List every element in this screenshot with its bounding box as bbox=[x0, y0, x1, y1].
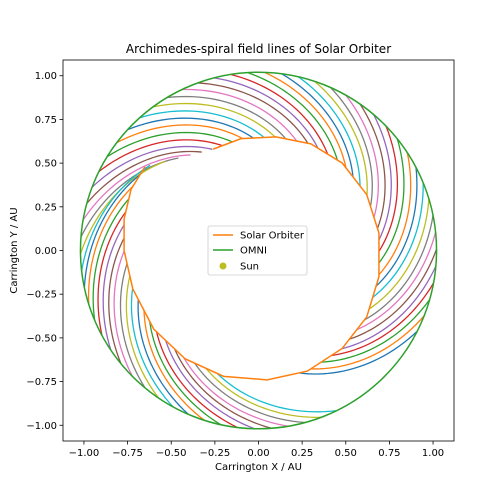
field-line bbox=[264, 71, 347, 168]
legend-label-sun: Sun bbox=[240, 262, 259, 273]
x-tick-label: −1.00 bbox=[69, 448, 100, 459]
field-line bbox=[349, 248, 438, 340]
field-line bbox=[356, 231, 437, 331]
y-tick-label: −1.00 bbox=[26, 421, 57, 432]
field-line bbox=[83, 174, 141, 288]
field-line bbox=[247, 71, 339, 161]
field-line bbox=[230, 73, 329, 155]
field-line bbox=[281, 73, 354, 177]
field-line bbox=[167, 95, 287, 140]
field-line bbox=[216, 372, 337, 413]
field-line bbox=[152, 102, 276, 138]
field-line bbox=[130, 288, 174, 408]
x-axis-label: Carrington X / AU bbox=[215, 462, 302, 473]
x-tick-label: −0.75 bbox=[112, 448, 143, 459]
y-tick-label: 0.00 bbox=[35, 246, 57, 257]
field-line bbox=[372, 182, 424, 298]
field-line bbox=[310, 315, 425, 370]
field-line bbox=[331, 282, 435, 357]
field-line bbox=[183, 357, 289, 427]
field-line bbox=[213, 77, 319, 149]
field-line bbox=[345, 94, 379, 218]
field-line bbox=[116, 124, 243, 144]
field-line bbox=[378, 125, 399, 252]
field-line bbox=[314, 80, 368, 196]
field-line bbox=[378, 152, 412, 276]
field-line bbox=[173, 348, 272, 429]
legend-handle-sun bbox=[219, 262, 227, 270]
field-line bbox=[87, 185, 134, 305]
x-tick-label: 0.00 bbox=[247, 448, 269, 459]
x-tick-label: −0.25 bbox=[200, 448, 231, 459]
field-line bbox=[127, 117, 254, 139]
legend-label-omni: OMNI bbox=[240, 246, 267, 257]
x-tick-label: 0.75 bbox=[378, 448, 400, 459]
field-line bbox=[363, 215, 434, 321]
legend-box bbox=[207, 225, 308, 276]
field-line bbox=[297, 76, 361, 187]
field-line bbox=[368, 198, 430, 310]
field-line bbox=[321, 299, 431, 363]
y-tick-label: 0.50 bbox=[35, 159, 57, 170]
field-line bbox=[102, 224, 125, 351]
field-line bbox=[106, 131, 233, 158]
x-tick-label: −0.50 bbox=[156, 448, 187, 459]
field-line bbox=[359, 103, 386, 229]
y-axis: −1.00 −0.75 −0.50 −0.25 0.00 0.25 0.50 0.75 1.00 bbox=[26, 71, 63, 432]
x-tick-label: 1.00 bbox=[422, 448, 444, 459]
field-line bbox=[165, 340, 255, 430]
field-line bbox=[82, 154, 191, 221]
field-line bbox=[197, 82, 309, 144]
y-tick-label: −0.75 bbox=[26, 377, 57, 388]
field-line bbox=[373, 114, 392, 241]
legend: Solar Orbiter OMNI Sun bbox=[207, 225, 308, 276]
field-line bbox=[139, 110, 265, 139]
field-line bbox=[155, 331, 238, 429]
omni-orbit bbox=[79, 71, 438, 430]
field-line bbox=[92, 198, 130, 321]
field-line bbox=[194, 362, 306, 424]
field-line bbox=[108, 237, 125, 364]
field-line bbox=[378, 138, 405, 264]
field-line bbox=[341, 265, 437, 350]
y-tick-label: 0.75 bbox=[35, 115, 57, 126]
x-tick-label: 0.25 bbox=[291, 448, 313, 459]
field-line bbox=[375, 167, 418, 287]
main-series bbox=[79, 71, 438, 430]
field-line bbox=[137, 299, 189, 415]
field-line bbox=[86, 150, 202, 204]
field-line bbox=[299, 330, 418, 375]
field-line bbox=[98, 139, 223, 173]
field-line bbox=[97, 211, 127, 336]
chart-title: Archimedes-spiral field lines of Solar O… bbox=[126, 42, 391, 56]
field-line bbox=[113, 250, 133, 377]
legend-label-solar-orbiter: Solar Orbiter bbox=[240, 231, 305, 242]
x-axis: −1.00 −0.75 −0.50 −0.25 0.00 0.25 0.50 0.75 1.00 bbox=[69, 441, 444, 459]
field-line bbox=[205, 367, 322, 419]
solar-orbiter-orbit bbox=[123, 136, 380, 381]
y-tick-label: −0.25 bbox=[26, 290, 57, 301]
field-line bbox=[119, 263, 146, 389]
field-line bbox=[80, 164, 151, 272]
field-line bbox=[91, 145, 213, 188]
y-tick-label: −0.50 bbox=[26, 333, 57, 344]
x-tick-label: 0.50 bbox=[335, 448, 357, 459]
y-axis-label: Carrington Y / AU bbox=[9, 207, 20, 293]
y-tick-label: 0.25 bbox=[35, 202, 57, 213]
field-line bbox=[182, 88, 298, 142]
field-lines bbox=[79, 71, 438, 430]
plot-area bbox=[79, 71, 438, 430]
field-line bbox=[149, 321, 222, 426]
field-line bbox=[143, 310, 205, 421]
field-line bbox=[125, 275, 160, 399]
field-line bbox=[330, 87, 373, 207]
y-tick-label: 1.00 bbox=[35, 71, 57, 82]
